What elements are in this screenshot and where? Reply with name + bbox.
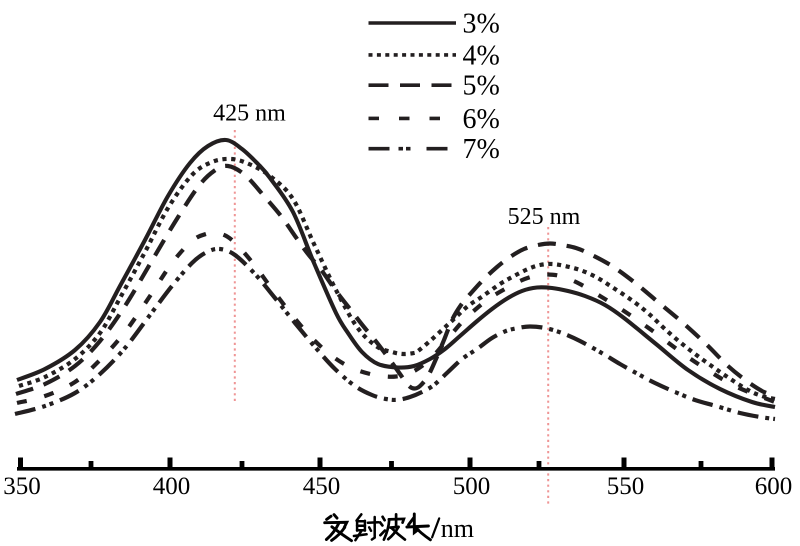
svg-text:7%: 7%	[463, 134, 500, 165]
svg-text:500: 500	[453, 473, 491, 500]
svg-text:600: 600	[755, 473, 793, 500]
svg-text:350: 350	[3, 473, 41, 500]
svg-text:3%: 3%	[463, 9, 500, 40]
svg-text:525 nm: 525 nm	[508, 204, 581, 230]
svg-text:400: 400	[153, 473, 191, 500]
svg-text:450: 450	[303, 473, 341, 500]
svg-text:6%: 6%	[463, 104, 500, 135]
svg-text:425 nm: 425 nm	[213, 101, 286, 127]
svg-text:5%: 5%	[463, 71, 500, 102]
svg-text:4%: 4%	[463, 40, 500, 71]
svg-text:nm: nm	[441, 514, 474, 543]
svg-text:550: 550	[607, 473, 645, 500]
